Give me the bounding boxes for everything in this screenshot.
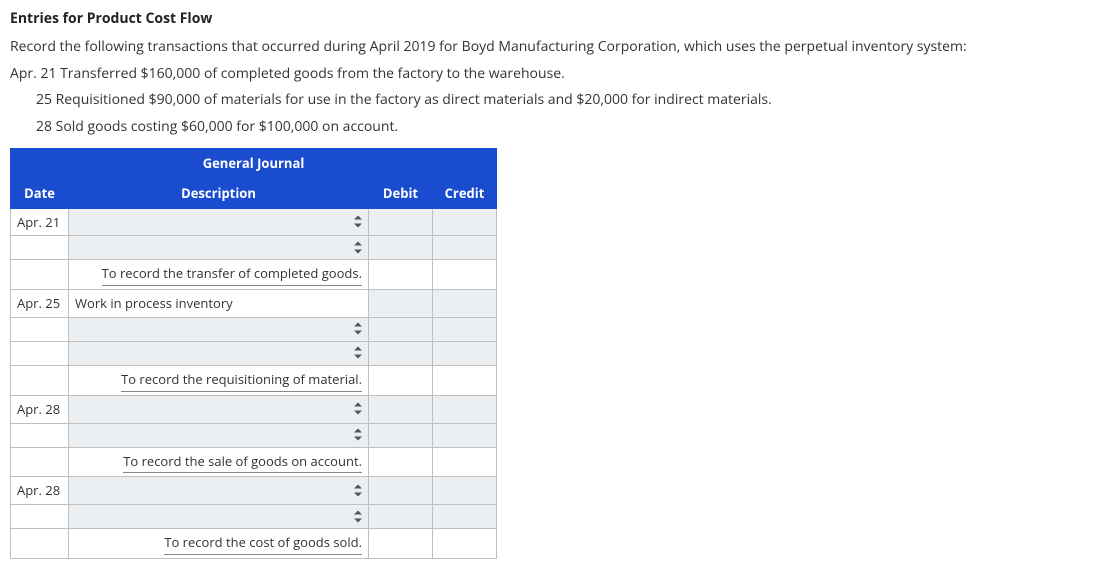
col-description: Description: [69, 178, 369, 208]
table-row: [11, 236, 497, 260]
page-heading: Entries for Product Cost Flow: [10, 8, 1095, 30]
debit-input[interactable]: [369, 317, 433, 341]
table-row: Apr. 21: [11, 208, 497, 236]
date-cell: [11, 529, 69, 559]
chevron-sort-icon: [354, 484, 362, 497]
debit-cell: [369, 529, 433, 559]
table-row: Apr. 25Work in process inventory: [11, 290, 497, 318]
narration-text: To record the cost of goods sold.: [164, 532, 362, 555]
debit-input[interactable]: [369, 341, 433, 365]
narration-cell: To record the transfer of completed good…: [69, 260, 369, 290]
credit-cell: [433, 365, 497, 395]
chevron-sort-icon: [354, 323, 362, 336]
date-cell: [11, 317, 69, 341]
credit-input[interactable]: [433, 341, 497, 365]
debit-input[interactable]: [369, 290, 433, 318]
narration-text: To record the transfer of completed good…: [102, 263, 362, 286]
narration-cell: To record the cost of goods sold.: [69, 529, 369, 559]
debit-input[interactable]: [369, 477, 433, 505]
date-cell: [11, 365, 69, 395]
txn-line-2: 25 Requisitioned $90,000 of materials fo…: [10, 89, 1095, 111]
col-credit: Credit: [433, 178, 497, 208]
narration-cell: To record the requisitioning of material…: [69, 365, 369, 395]
credit-cell: [433, 529, 497, 559]
chevron-sort-icon: [354, 241, 362, 254]
instruction-text: Record the following transactions that o…: [10, 36, 1095, 58]
chevron-sort-icon: [354, 429, 362, 442]
txn-line-3: 28 Sold goods costing $60,000 for $100,0…: [10, 116, 1095, 138]
debit-cell: [369, 365, 433, 395]
table-row: To record the requisitioning of material…: [11, 365, 497, 395]
table-row: [11, 341, 497, 365]
date-cell: Apr. 21: [11, 208, 69, 236]
debit-cell: [369, 260, 433, 290]
account-select[interactable]: [69, 236, 369, 260]
table-row: To record the transfer of completed good…: [11, 260, 497, 290]
debit-input[interactable]: [369, 395, 433, 423]
date-cell: Apr. 28: [11, 395, 69, 423]
date-cell: [11, 423, 69, 447]
account-select[interactable]: [69, 423, 369, 447]
credit-input[interactable]: [433, 477, 497, 505]
account-select[interactable]: [69, 208, 369, 236]
credit-input[interactable]: [433, 423, 497, 447]
date-cell: [11, 260, 69, 290]
debit-cell: [369, 447, 433, 477]
credit-input[interactable]: [433, 395, 497, 423]
narration-text: To record the sale of goods on account.: [123, 451, 362, 474]
credit-input[interactable]: [433, 317, 497, 341]
table-row: Apr. 28: [11, 395, 497, 423]
col-debit: Debit: [369, 178, 433, 208]
narration-text: To record the requisitioning of material…: [121, 369, 362, 392]
date-cell: Apr. 28: [11, 477, 69, 505]
chevron-sort-icon: [354, 215, 362, 228]
credit-cell: [433, 447, 497, 477]
debit-input[interactable]: [369, 236, 433, 260]
description-cell: Work in process inventory: [69, 290, 369, 318]
table-row: To record the sale of goods on account.: [11, 447, 497, 477]
account-select[interactable]: [69, 341, 369, 365]
credit-cell: [433, 260, 497, 290]
account-select[interactable]: [69, 395, 369, 423]
col-date: Date: [11, 178, 69, 208]
date-cell: [11, 505, 69, 529]
account-select[interactable]: [69, 505, 369, 529]
table-row: [11, 505, 497, 529]
table-row: [11, 317, 497, 341]
account-select[interactable]: [69, 317, 369, 341]
table-row: Apr. 28: [11, 477, 497, 505]
table-row: To record the cost of goods sold.: [11, 529, 497, 559]
credit-input[interactable]: [433, 505, 497, 529]
chevron-sort-icon: [354, 403, 362, 416]
txn-line-1: Apr. 21 Transferred $160,000 of complete…: [10, 63, 1095, 85]
date-cell: [11, 447, 69, 477]
account-select[interactable]: [69, 477, 369, 505]
table-row: [11, 423, 497, 447]
chevron-sort-icon: [354, 347, 362, 360]
narration-cell: To record the sale of goods on account.: [69, 447, 369, 477]
general-journal-table: General Journal Date Description Debit C…: [10, 148, 497, 559]
debit-input[interactable]: [369, 423, 433, 447]
journal-title: General Journal: [11, 148, 497, 178]
credit-input[interactable]: [433, 208, 497, 236]
date-cell: Apr. 25: [11, 290, 69, 318]
credit-input[interactable]: [433, 236, 497, 260]
debit-input[interactable]: [369, 208, 433, 236]
date-cell: [11, 236, 69, 260]
chevron-sort-icon: [354, 510, 362, 523]
date-cell: [11, 341, 69, 365]
credit-input[interactable]: [433, 290, 497, 318]
debit-input[interactable]: [369, 505, 433, 529]
